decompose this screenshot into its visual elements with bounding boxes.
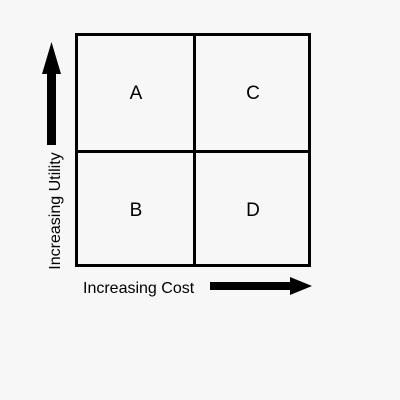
quadrant-d: D <box>195 153 311 269</box>
quadrant-b: B <box>78 153 194 269</box>
x-axis-arrow-shaft <box>210 282 292 290</box>
quadrant-a-label: A <box>129 83 143 104</box>
quadrant-a: A <box>78 36 194 152</box>
quadrant-d-label: D <box>246 200 260 221</box>
y-axis-label: Increasing Utility <box>47 152 64 270</box>
y-axis-arrow-shaft <box>47 72 56 145</box>
x-axis-arrow-head <box>290 277 312 295</box>
quadrant-b-label: B <box>129 200 143 221</box>
y-axis-arrow-head <box>42 42 61 74</box>
quadrant-c: C <box>195 36 311 152</box>
horizontal-divider <box>78 150 308 153</box>
quadrant-grid: A C B D <box>75 33 311 267</box>
quadrant-c-label: C <box>246 83 260 104</box>
x-axis-label: Increasing Cost <box>83 280 195 297</box>
